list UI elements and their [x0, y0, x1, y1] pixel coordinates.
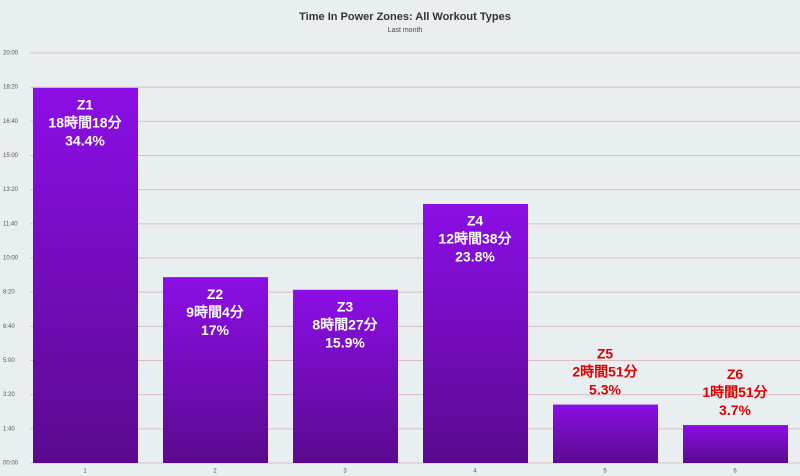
y-tick-label: 8:20	[3, 290, 15, 296]
zone-label: Z3	[337, 298, 354, 314]
zone-label: Z5	[597, 345, 614, 361]
x-tick-label: 4	[473, 469, 477, 475]
y-tick-label: 11:40	[3, 221, 18, 227]
y-tick-label: 13:20	[3, 187, 19, 193]
x-tick-label: 5	[603, 469, 607, 475]
zone-label: Z4	[467, 213, 484, 229]
y-tick-label: 3:20	[3, 392, 15, 398]
percent-label: 23.8%	[455, 249, 495, 265]
zone-label: Z1	[77, 97, 94, 113]
value-label: 1時間51分	[702, 384, 767, 400]
y-tick-label: 5:00	[3, 358, 15, 364]
percent-label: 17%	[201, 322, 230, 338]
bar	[423, 204, 528, 463]
zone-label: Z2	[207, 286, 224, 302]
chart-subtitle: Last month	[388, 27, 423, 34]
y-tick-label: 15:00	[3, 153, 19, 159]
y-tick-label: 16:40	[3, 119, 19, 125]
percent-label: 3.7%	[719, 402, 751, 418]
y-tick-label: 00:00	[3, 461, 19, 467]
value-label: 18時間18分	[48, 115, 121, 131]
percent-label: 34.4%	[65, 133, 105, 149]
value-label: 12時間38分	[438, 231, 511, 247]
bar	[33, 87, 138, 463]
y-tick-label: 1:40	[3, 426, 15, 432]
bar	[163, 277, 268, 463]
zone-label: Z6	[727, 366, 744, 382]
percent-label: 5.3%	[589, 381, 621, 397]
y-tick-label: 6:40	[3, 324, 15, 330]
value-label: 8時間27分	[312, 316, 377, 332]
chart-title: Time In Power Zones: All Workout Types	[299, 11, 511, 23]
x-tick-label: 2	[213, 469, 217, 475]
y-tick-label: 20:00	[3, 51, 19, 57]
y-tick-label: 10:00	[3, 256, 19, 262]
y-tick-label: 18:20	[3, 85, 19, 91]
x-tick-label: 6	[733, 469, 737, 475]
value-label: 9時間4分	[186, 304, 244, 320]
bar	[553, 404, 658, 463]
bar	[683, 425, 788, 463]
value-label: 2時間51分	[572, 363, 637, 379]
percent-label: 15.9%	[325, 334, 365, 350]
bar	[293, 289, 398, 463]
x-tick-label: 3	[343, 469, 347, 475]
x-tick-label: 1	[83, 469, 87, 475]
